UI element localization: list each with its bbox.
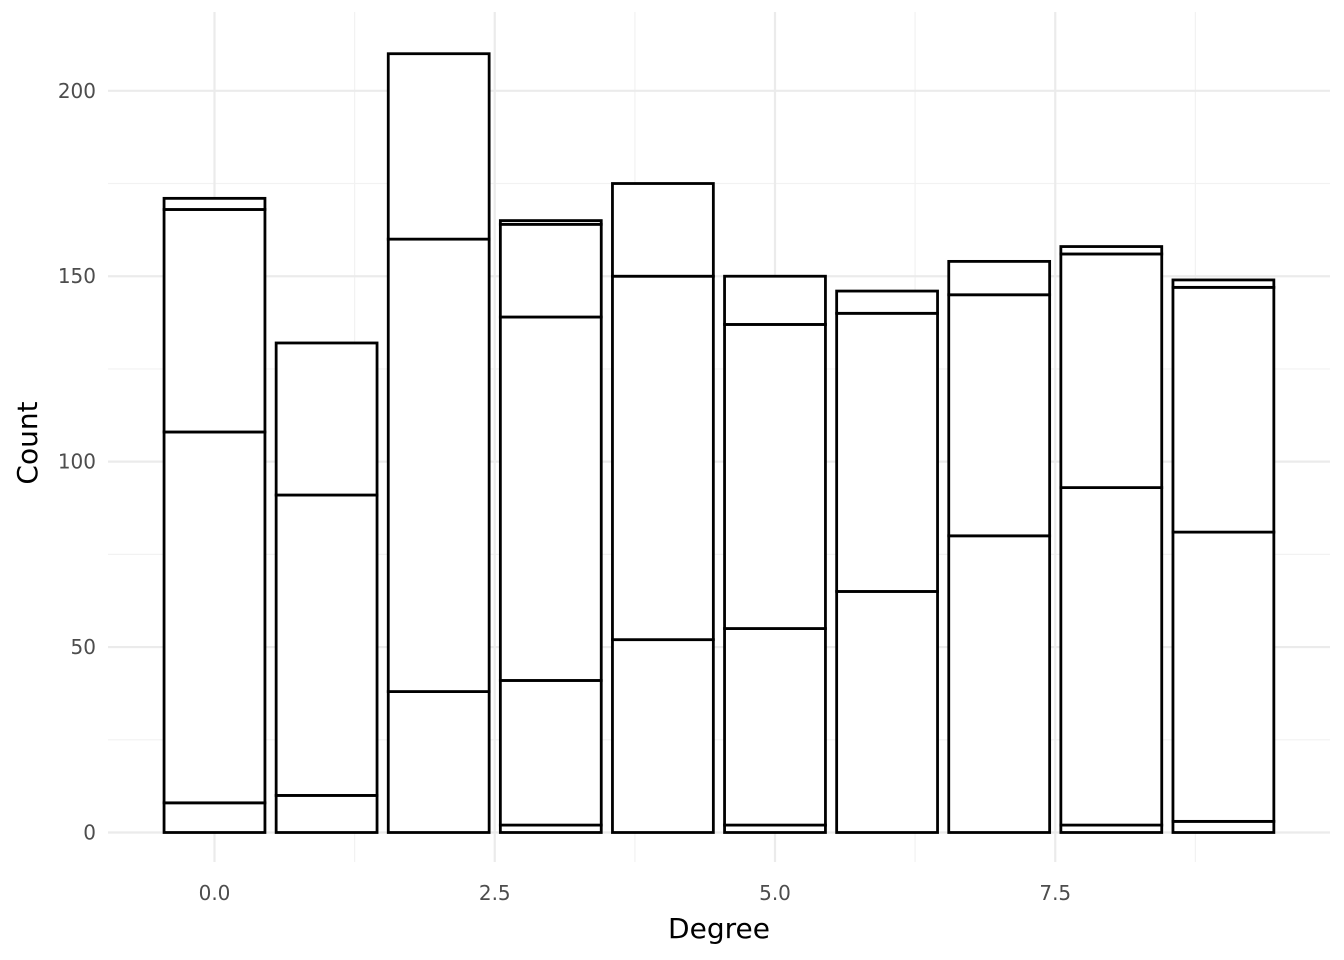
bar-stack [162, 196, 267, 834]
y-axis-title: Count [11, 401, 44, 484]
x-tick-label: 2.5 [479, 881, 511, 905]
bar-segment [611, 274, 715, 642]
bar-segment [947, 259, 1052, 297]
bar-segment [1171, 530, 1276, 823]
bar-segment [498, 679, 603, 827]
bar-segment [162, 430, 267, 805]
y-tick-label: 0 [83, 821, 96, 845]
bar-stack [947, 259, 1052, 834]
bar-segment [274, 493, 379, 797]
bar-segment [162, 801, 267, 834]
bar-segment [835, 289, 939, 315]
bar-segment [274, 341, 379, 497]
x-axis-title: Degree [668, 912, 770, 945]
bars [162, 52, 1276, 834]
bar-segment [947, 293, 1052, 538]
bar-segment [723, 274, 827, 326]
bar-segment [723, 627, 827, 827]
bar-stack [498, 219, 603, 834]
bar-stack [1171, 278, 1276, 834]
bar-segment [947, 534, 1052, 834]
bar-segment [386, 52, 491, 241]
bar-segment [1171, 285, 1276, 534]
bar-segment [835, 590, 939, 834]
bar-stack [835, 289, 939, 834]
bar-segment [1059, 245, 1164, 256]
y-tick-label: 150 [58, 264, 96, 288]
bar-stack [1059, 245, 1164, 834]
bar-stack [723, 274, 827, 834]
y-tick-label: 50 [71, 635, 96, 659]
bar-stack [386, 52, 491, 834]
x-axis-ticks: 0.0 2.5 5.0 7.5 [199, 881, 1072, 905]
x-tick-label: 0.0 [199, 881, 231, 905]
bar-segment [386, 237, 491, 693]
y-axis-ticks: 0 50 100 150 200 [58, 79, 96, 845]
bar-segment [162, 196, 267, 211]
bar-segment [611, 182, 715, 278]
bar-segment [162, 208, 267, 434]
x-tick-label: 5.0 [759, 881, 791, 905]
bar-segment [611, 638, 715, 834]
bar-stack [611, 182, 715, 834]
x-tick-label: 7.5 [1039, 881, 1071, 905]
bar-segment [498, 315, 603, 682]
bar-segment [1171, 278, 1276, 289]
bar-segment [386, 690, 491, 834]
bar-segment [835, 311, 939, 593]
bar-segment [498, 222, 603, 319]
bar-segment [1059, 252, 1164, 490]
y-tick-label: 200 [58, 79, 96, 103]
bar-segment [274, 794, 379, 834]
bar-segment [1059, 486, 1164, 827]
bar-segment [498, 219, 603, 226]
bar-segment [723, 323, 827, 630]
bar-segment [1171, 819, 1276, 834]
bar-stack [274, 341, 379, 834]
y-tick-label: 100 [58, 450, 96, 474]
